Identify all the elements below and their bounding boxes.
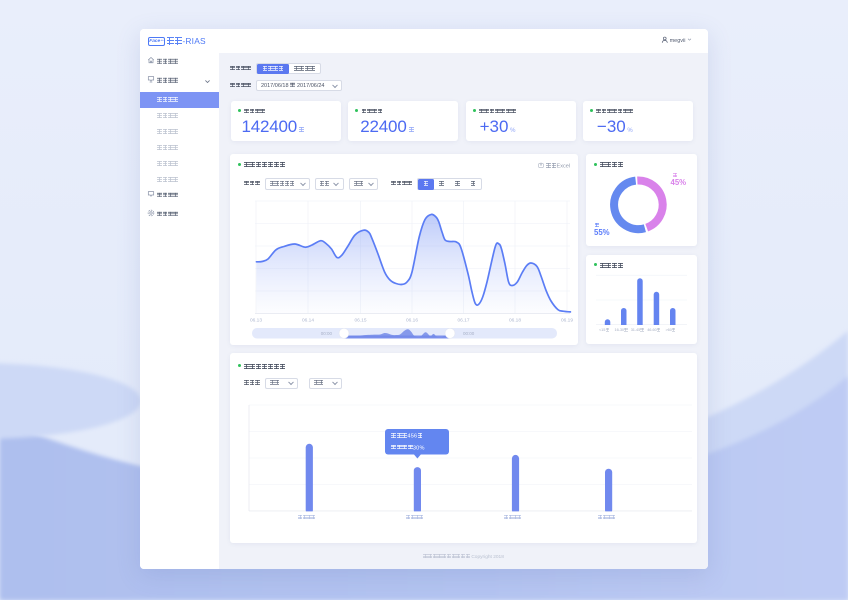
svg-text:06.13: 06.13 <box>250 318 262 324</box>
svg-text:00:00: 00:00 <box>321 331 333 336</box>
svg-text:06.18: 06.18 <box>509 318 521 324</box>
svg-text:06.14: 06.14 <box>302 318 314 324</box>
svg-text:06.19: 06.19 <box>561 318 573 324</box>
svg-text:06.17: 06.17 <box>457 318 469 324</box>
svg-text:06.16: 06.16 <box>406 318 418 324</box>
svg-text:06.15: 06.15 <box>354 318 366 324</box>
svg-text:00:00: 00:00 <box>463 331 475 336</box>
